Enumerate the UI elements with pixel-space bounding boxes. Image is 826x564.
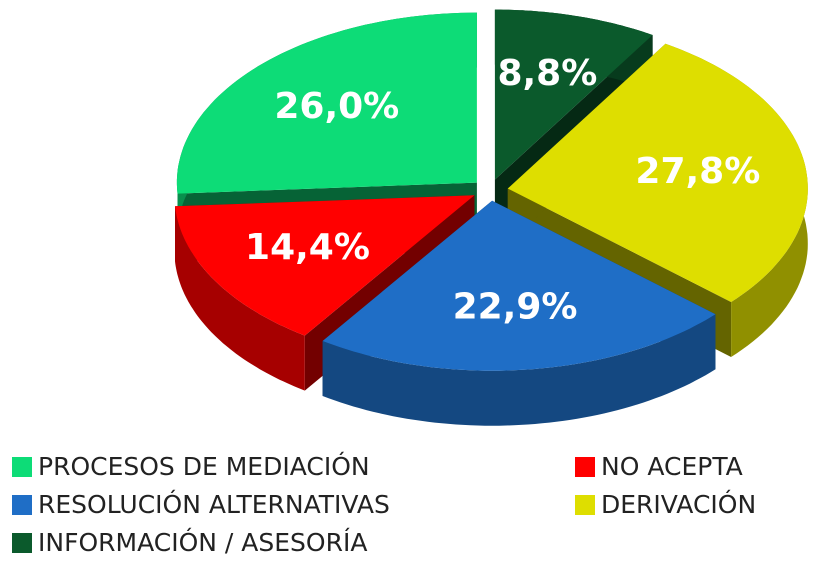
legend-swatch: [575, 457, 595, 477]
legend-swatch: [12, 495, 32, 515]
slice-top: [507, 43, 808, 303]
legend-label: INFORMACIÓN / ASESORÍA: [38, 527, 367, 557]
data-label: 26,0%: [274, 86, 399, 127]
legend-swatch: [12, 533, 32, 553]
data-label: 22,9%: [453, 287, 578, 328]
data-label: 27,8%: [635, 151, 760, 192]
legend-label: NO ACEPTA: [601, 452, 743, 481]
slice: [507, 43, 808, 358]
slice-top: [494, 9, 653, 180]
legend-label: PROCESOS DE MEDIACIÓN: [38, 451, 370, 481]
slice-top: [322, 200, 716, 371]
legend-label: RESOLUCIÓN ALTERNATIVAS: [38, 489, 390, 519]
data-label: 8,8%: [497, 53, 597, 94]
legend-swatch: [575, 495, 595, 515]
legend-swatch: [12, 457, 32, 477]
slice-side: [322, 314, 716, 426]
data-label: 14,4%: [245, 227, 370, 268]
slice: [322, 200, 716, 426]
slice-top: [175, 195, 475, 336]
legend-label: DERIVACIÓN: [601, 489, 756, 519]
slice-top: [176, 12, 477, 194]
slice-side: [175, 206, 305, 391]
